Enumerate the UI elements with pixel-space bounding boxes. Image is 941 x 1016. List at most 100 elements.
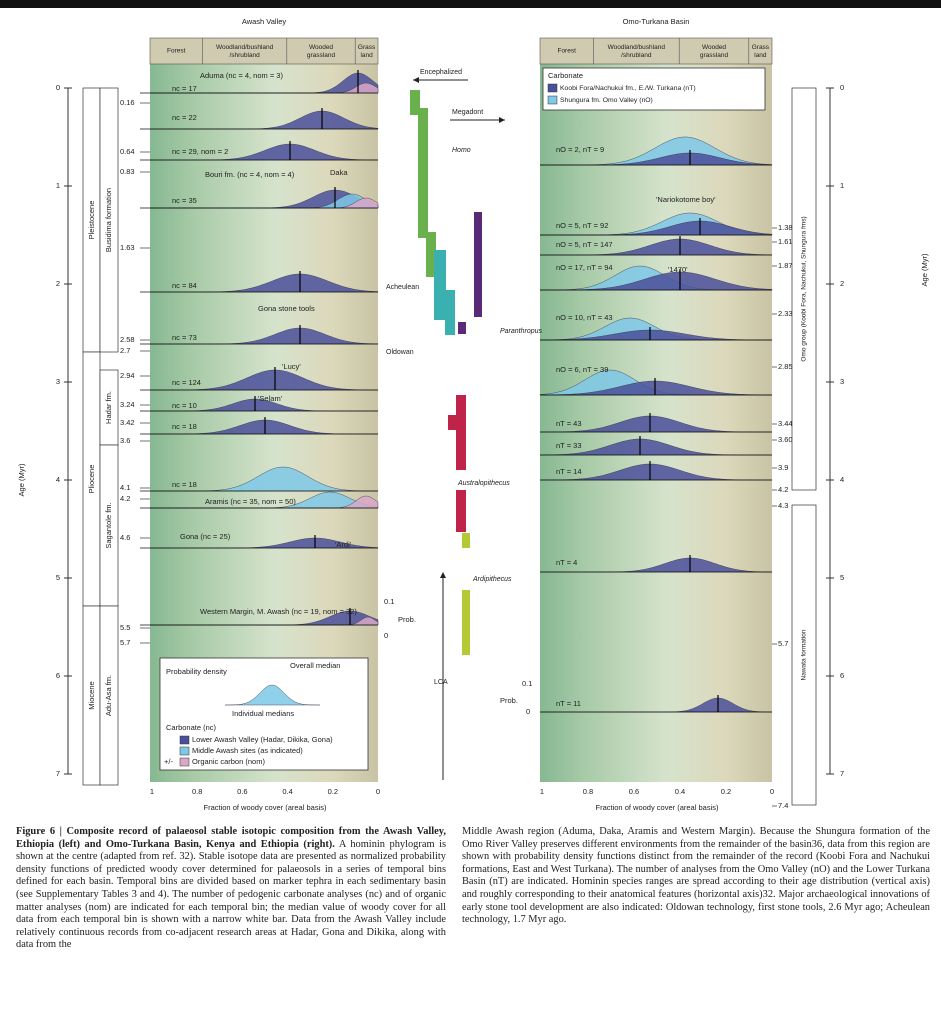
- legend-swatch: [548, 84, 557, 92]
- axis-title: Fraction of woody cover (areal basis): [596, 803, 719, 812]
- panel-title: Omo-Turkana Basin: [623, 17, 690, 26]
- age-tick-label: 4: [56, 475, 60, 484]
- age-tick-label: 5: [840, 573, 844, 582]
- age-tick-label: 1: [56, 181, 60, 190]
- bin-label: Western Margin, M. Awash (nc = 19, nom =…: [200, 607, 357, 616]
- taxon-label: Encephalized: [420, 69, 462, 76]
- age-tick-label: 7: [56, 769, 60, 778]
- paranthropus-bar: [458, 322, 466, 334]
- boundary-label: 0.64: [120, 147, 135, 156]
- boundary-label: 2.7: [120, 346, 130, 355]
- legend-text: Middle Awash sites (as indicated): [192, 746, 303, 755]
- bin-label: nc = 18: [172, 480, 197, 489]
- bin-label: nT = 33: [556, 441, 582, 450]
- bin-label: nT = 4: [556, 558, 577, 567]
- taxon-label: Ardipithecus: [472, 576, 512, 583]
- boundary-label: 3.6: [120, 436, 130, 445]
- prob-tick: 0.1: [384, 597, 394, 606]
- x-tick-label: 0: [376, 787, 380, 796]
- formation-label: Nawata formation: [801, 629, 808, 680]
- legend-text: Carbonate (nc): [166, 723, 217, 732]
- caption-text: A hominin phylogram is shown at the cent…: [16, 839, 446, 951]
- bin-label: Bouri fm. (nc = 4, nom = 4): [205, 170, 295, 179]
- legend-text: +/-: [164, 757, 173, 766]
- australopithecus-bar: [456, 490, 466, 532]
- boundary-label: 3.24: [120, 400, 135, 409]
- arrow-head: [413, 77, 419, 83]
- boundary-label: 5.7: [778, 639, 788, 648]
- taxon-label: Acheulean: [386, 284, 419, 291]
- boundary-label: 5.7: [120, 638, 130, 647]
- boundary-label: 3.42: [120, 418, 135, 427]
- epoch-label: Pliocene: [87, 465, 96, 494]
- taxon-label: Oldowan: [386, 349, 414, 356]
- age-tick-label: 1: [840, 181, 844, 190]
- header-label: Forest: [167, 48, 186, 55]
- legend-text: Probability density: [166, 667, 227, 676]
- age-tick-label: 0: [840, 83, 844, 92]
- boundary-label: 4.2: [120, 494, 130, 503]
- annotation: Daka: [330, 168, 348, 177]
- annotation: 'Ardi': [335, 540, 352, 549]
- boundary-label: 2.33: [778, 309, 793, 318]
- bin-label: Aramis (nc = 35, nom = 50): [205, 497, 296, 506]
- prob-label: Prob.: [500, 696, 518, 705]
- bin-label: nc = 84: [172, 281, 197, 290]
- bin-label: Gona (nc = 25): [180, 532, 231, 541]
- taxon-label: Megadont: [452, 109, 483, 116]
- header-label: Forest: [557, 48, 576, 55]
- legend-swatch: [180, 736, 189, 744]
- prob-tick: 0.1: [522, 679, 532, 688]
- age-tick-label: 3: [840, 377, 844, 386]
- age-tick-label: 4: [840, 475, 844, 484]
- x-tick-label: 0.6: [237, 787, 247, 796]
- caption-left: Figure 6 | Composite record of palaeosol…: [16, 826, 446, 1016]
- legend-text: Shungura fm. Omo Valley (nO): [560, 97, 653, 104]
- bin-label: nO = 6, nT = 39: [556, 365, 608, 374]
- ardipithecus-bar: [462, 590, 470, 655]
- legend-text: Overall median: [290, 661, 340, 670]
- page: {"figure":{ "age_axis":{"label":"Age (My…: [0, 0, 941, 1013]
- age-tick-label: 7: [840, 769, 844, 778]
- taxon-label: Homo: [452, 147, 471, 154]
- boundary-label: 4.6: [120, 533, 130, 542]
- paranthropus-bar: [434, 250, 446, 320]
- age-tick-label: 2: [840, 279, 844, 288]
- epoch-label: Pleistocene: [87, 201, 96, 240]
- taxon-label: Australopithecus: [457, 480, 510, 487]
- axis-title: Fraction of woody cover (areal basis): [204, 803, 327, 812]
- arrow-head: [440, 572, 446, 578]
- legend-text: Carbonate: [548, 71, 583, 80]
- boundary-label: 2.58: [120, 335, 135, 344]
- annotation: '1470': [668, 265, 688, 274]
- formation-label: Adu-Asa fm.: [104, 675, 113, 716]
- boundary-label: 1.63: [120, 243, 135, 252]
- boundary-label: 3.44: [778, 419, 793, 428]
- annotation: 'Lucy': [282, 362, 301, 371]
- x-tick-label: 0.6: [629, 787, 639, 796]
- bin-label: nT = 43: [556, 419, 582, 428]
- formation-label: Busidima formation: [104, 188, 113, 252]
- annotation: 'Nariokotome boy': [656, 195, 716, 204]
- x-tick-label: 0.4: [675, 787, 685, 796]
- bin-label: nc = 124: [172, 378, 201, 387]
- legend-swatch: [180, 758, 189, 766]
- bin-label: nc = 18: [172, 422, 197, 431]
- bin-label: nc = 29, nom = 2: [172, 147, 228, 156]
- taxon-label: Paranthropus: [500, 328, 543, 335]
- boundary-label: 1.38: [778, 223, 793, 232]
- bin-label: nO = 10, nT = 43: [556, 313, 613, 322]
- x-tick-label: 0.2: [721, 787, 731, 796]
- legend-swatch: [548, 96, 557, 104]
- boundary-label: 3.9: [778, 463, 788, 472]
- bin-label: nc = 22: [172, 113, 197, 122]
- age-tick-label: 3: [56, 377, 60, 386]
- axis-title: Age (Myr): [17, 463, 26, 496]
- annotation: 'Selam': [258, 394, 283, 403]
- boundary-label: 0.83: [120, 167, 135, 176]
- prob-tick: 0: [526, 707, 530, 716]
- bin-label: nc = 35: [172, 196, 197, 205]
- boundary-label: 1.61: [778, 237, 793, 246]
- paranthropus-bar: [474, 212, 482, 317]
- boundary-label: 2.85: [778, 362, 793, 371]
